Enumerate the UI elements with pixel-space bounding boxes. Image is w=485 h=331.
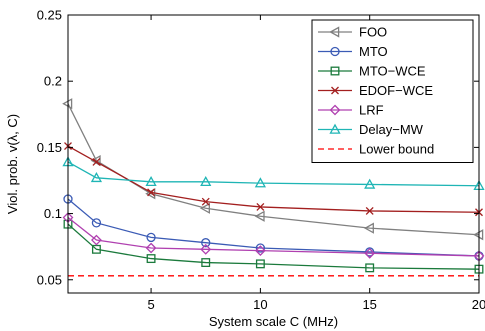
data-point	[364, 247, 376, 259]
legend-item: LRF	[318, 103, 384, 118]
x-marker-stroke	[331, 86, 339, 95]
data-point	[255, 259, 265, 269]
legend-label: MTO	[359, 44, 388, 59]
data-point	[254, 177, 266, 188]
legend-item: EDOF−WCE	[318, 83, 433, 98]
legend-marker	[330, 46, 340, 57]
x-tick-label: 15	[362, 297, 376, 312]
series-delay-mw	[62, 156, 485, 191]
x-marker-stroke	[365, 206, 374, 215]
data-point	[200, 243, 212, 255]
data-point	[254, 210, 265, 222]
data-point	[90, 171, 103, 183]
data-point	[146, 232, 156, 243]
y-axis-label: Viol. prob. v(λ, C)	[5, 114, 20, 214]
y-tick-label: 0.1	[44, 206, 62, 221]
data-point	[256, 202, 265, 211]
legend-item: Delay−MW	[318, 122, 424, 137]
x-marker-stroke	[201, 197, 210, 206]
data-point	[201, 238, 211, 248]
x-tick-label: 5	[147, 297, 154, 312]
series-line	[67, 198, 480, 257]
data-point	[201, 258, 211, 268]
data-point	[91, 244, 101, 254]
series-layer	[62, 98, 485, 277]
data-point	[201, 197, 210, 206]
legend-label: Lower bound	[359, 142, 434, 157]
legend-marker	[329, 123, 341, 134]
x-axis-label: System scale C (MHz)	[209, 314, 338, 329]
x-tick-label: 10	[253, 297, 267, 312]
data-point	[91, 218, 102, 228]
y-tick-label: 0.2	[44, 74, 62, 89]
y-tick-label: 0.25	[37, 8, 62, 23]
data-point	[200, 175, 212, 187]
data-point	[363, 222, 374, 234]
legend-label: EDOF−WCE	[359, 83, 433, 98]
y-tick-label: 0.15	[37, 140, 62, 155]
data-point	[364, 178, 376, 189]
legend-marker	[329, 26, 340, 38]
y-tick-label: 0.05	[37, 272, 62, 287]
series-line	[67, 217, 480, 257]
data-point	[199, 202, 210, 214]
ticks-layer: 5 10 15 20 0.05 0.1 0.15 0.2 0.25	[37, 8, 485, 313]
legend-item: FOO	[318, 25, 387, 40]
legend-item: MTO−WCE	[318, 64, 426, 79]
series-line	[67, 103, 480, 236]
x-marker-stroke	[256, 202, 265, 211]
data-point	[146, 254, 156, 264]
x-marker-stroke	[92, 157, 101, 166]
legend-label: Delay−MW	[359, 122, 424, 137]
legend-marker	[331, 86, 339, 95]
legend-label: MTO−WCE	[359, 64, 426, 79]
legend-marker	[330, 66, 340, 76]
legend-box	[311, 19, 474, 163]
data-point	[91, 234, 102, 246]
x-tick-label: 20	[472, 297, 485, 312]
series-mto	[63, 194, 484, 261]
series-lrf	[62, 212, 485, 262]
data-point	[92, 157, 101, 166]
data-point	[145, 242, 157, 254]
legend-item: Lower bound	[318, 142, 434, 157]
legend-item: MTO	[318, 44, 388, 59]
data-point	[365, 206, 374, 215]
legend-label: FOO	[359, 25, 387, 40]
series-mto-wce	[63, 219, 484, 274]
data-point	[254, 245, 266, 257]
data-point	[365, 263, 375, 273]
legend-marker	[329, 104, 341, 116]
series-line	[67, 161, 480, 187]
x-marker-stroke	[147, 188, 156, 197]
data-point	[145, 175, 157, 187]
plot-frame	[67, 14, 480, 294]
legend: FOO MTO MTO−WCE EDOF−WCE LRF Delay−MW Lower bo…	[311, 19, 474, 163]
data-point	[147, 188, 156, 197]
data-point	[255, 243, 266, 253]
legend-label: LRF	[359, 103, 384, 118]
series-line	[67, 223, 480, 270]
